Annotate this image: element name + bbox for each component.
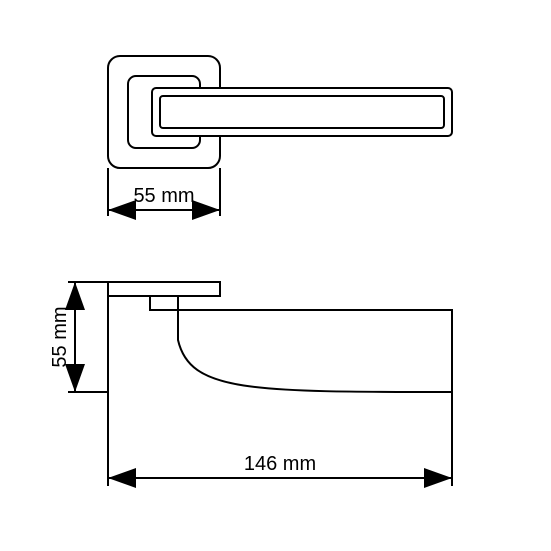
side-neck: [150, 296, 178, 310]
dimensioned-drawing: 55 mm 55 mm 146 mm: [0, 0, 551, 551]
dim-rose-width-label: 55 mm: [133, 185, 194, 207]
side-lever: [150, 310, 452, 392]
side-view: 55 mm 146 mm: [49, 282, 452, 486]
dim-rose-width: 55 mm: [108, 168, 220, 216]
dim-height: 55 mm: [49, 282, 108, 392]
side-plate: [108, 282, 220, 296]
dim-height-label: 55 mm: [49, 306, 71, 367]
dim-length-label: 146 mm: [244, 453, 316, 475]
top-view: 55 mm: [108, 56, 452, 216]
